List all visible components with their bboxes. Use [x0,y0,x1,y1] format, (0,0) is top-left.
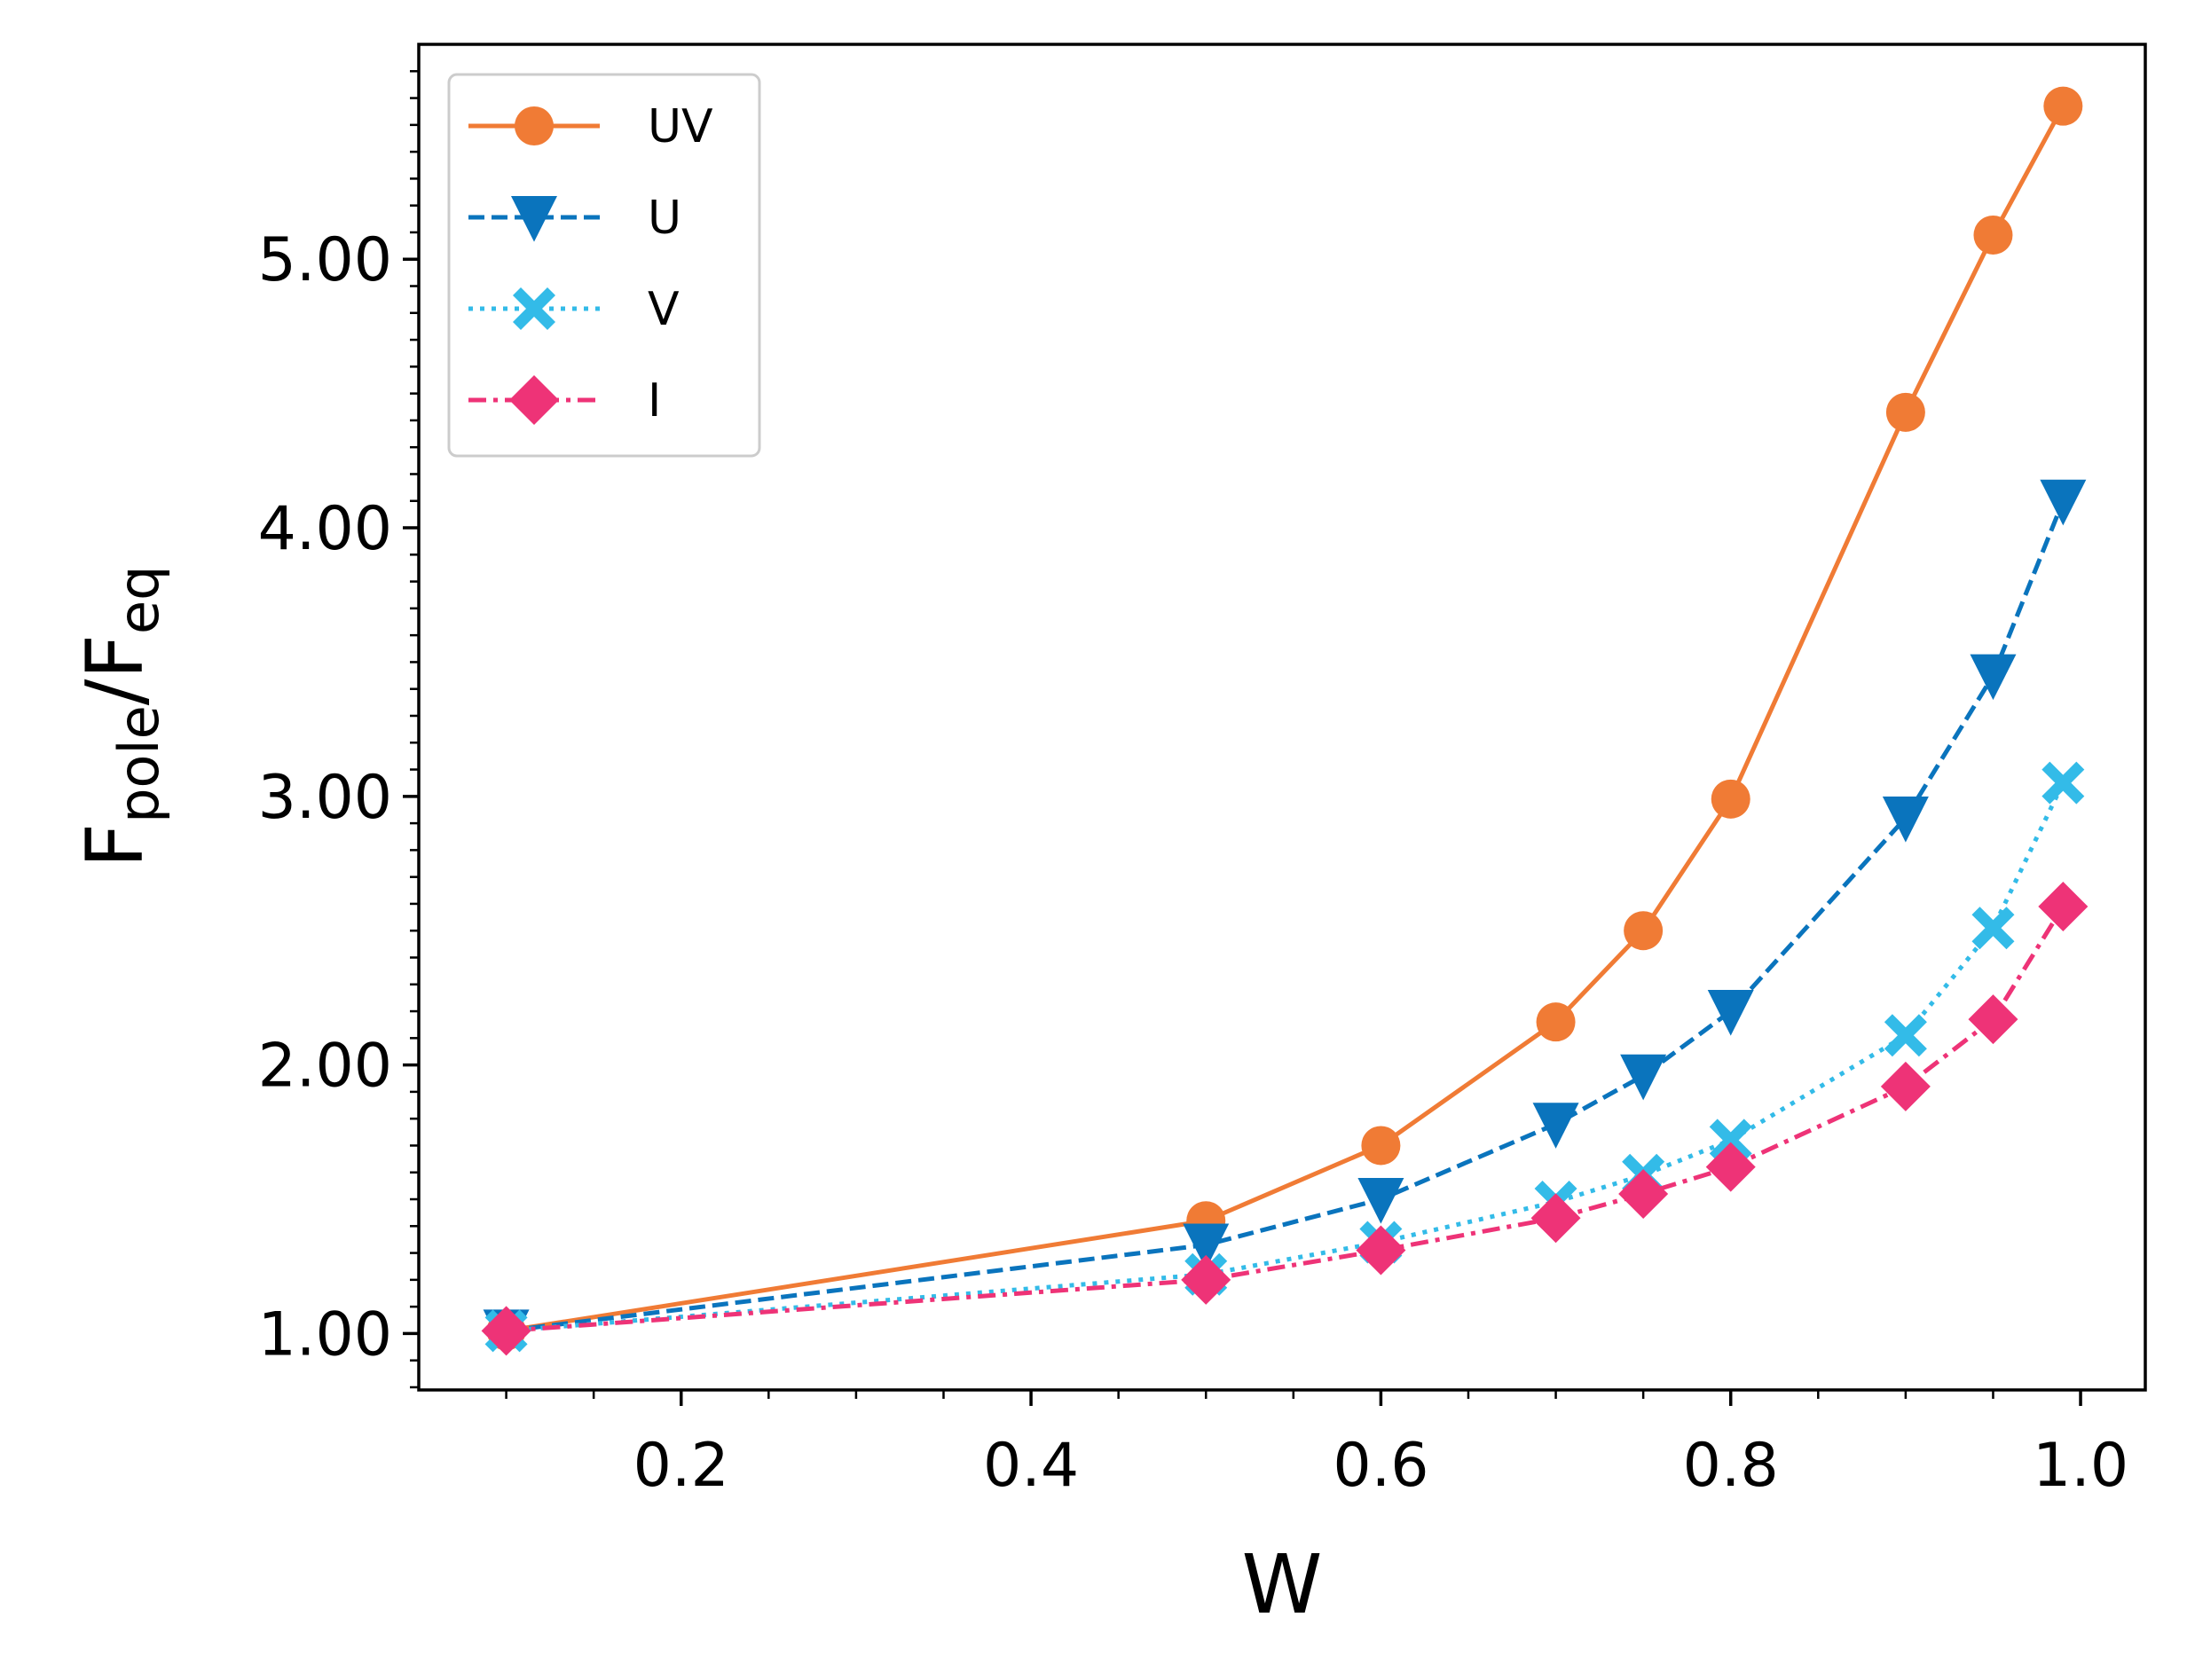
y-tick-label: 3.00 [258,763,392,833]
x-tick-label: 1.0 [2033,1431,2128,1501]
x-tick-label: 0.8 [1683,1431,1779,1501]
legend-marker [515,106,554,145]
data-point-i [481,1306,531,1356]
x-tick-label: 0.6 [1333,1431,1428,1501]
legend-item-v: V [468,283,680,336]
data-point-u [1357,1178,1404,1224]
y-tick-label: 2.00 [258,1032,392,1102]
data-point-v [2041,761,2085,805]
x-tick-label: 0.2 [633,1431,729,1501]
data-point-v [1971,907,2015,950]
data-point-i [1705,1142,1756,1192]
series-line-v [506,781,2065,1333]
legend-item-uv: UV [468,100,713,153]
data-point-i [1880,1061,1931,1111]
legend-label: I [648,374,661,428]
series-i [481,881,2089,1356]
x-tick-label: 0.4 [983,1431,1079,1501]
y-tick-label: 4.00 [258,494,392,564]
data-point-uv [1361,1126,1401,1166]
y-axis-label-main: F [69,823,161,868]
data-point-i [2038,881,2089,931]
data-point-v [1709,1119,1752,1162]
series-layer [481,86,2089,1356]
series-line-i [506,905,2065,1333]
data-point-uv [1885,392,1925,432]
legend-label: V [648,283,680,336]
data-point-uv [1711,779,1750,819]
data-point-u [1970,654,2017,701]
data-point-u [1707,990,1754,1036]
data-point-i [1618,1168,1669,1219]
legend-item-u: U [468,192,681,245]
legend-item-i: I [468,374,661,428]
legend-marker [509,375,559,425]
data-point-u [2040,479,2087,526]
legend-box [447,73,761,458]
data-point-i [1968,994,2018,1045]
data-point-u [1532,1103,1579,1149]
plot-frame [417,43,2147,1392]
y-axis-label-sub-eq: eq [106,565,171,634]
data-point-i [1530,1193,1581,1244]
y-axis-label: Fpole/Feq [69,565,171,867]
data-point-v [1884,1014,1927,1057]
data-point-u [1620,1054,1667,1101]
axis-ticks: 0.2 0.4 0.6 0.8 1.0 1.00 2.00 3.00 4.00 5.00 [258,70,2128,1501]
y-axis-label-sub-pole: pole [106,705,171,823]
data-point-uv [1536,1002,1576,1042]
data-point-u [1882,797,1929,843]
y-tick-label: 1.00 [258,1299,392,1370]
legend-label: U [648,192,681,245]
y-axis-label-slash: /F [69,634,161,705]
data-point-uv [1624,911,1664,951]
series-line-u [506,499,2065,1333]
y-tick-label: 5.00 [258,225,392,295]
legend-marker [511,196,557,242]
x-axis-label: W [1242,1537,1323,1632]
legend-label: UV [648,100,713,153]
data-point-uv [1973,215,2013,255]
data-point-u [1183,1223,1230,1270]
data-point-i [1356,1225,1406,1276]
data-point-uv [2043,86,2083,126]
data-point-i [1181,1254,1231,1305]
legend-marker [513,287,555,330]
